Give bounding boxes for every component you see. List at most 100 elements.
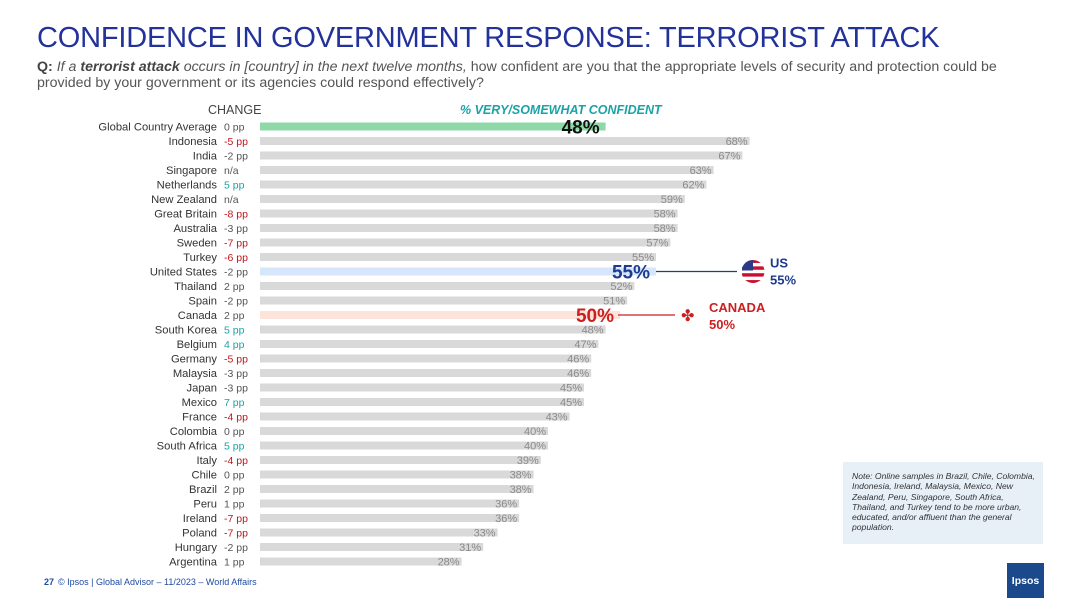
bar-23 [260, 456, 541, 464]
bar-17 [260, 369, 592, 377]
change-label: 5 pp [224, 180, 245, 192]
value-label: 38% [510, 484, 532, 496]
change-label: -4 pp [224, 412, 248, 424]
category-label: Ireland [183, 513, 217, 525]
value-label: 55% [632, 252, 654, 264]
maple-leaf-icon: ✤ [681, 306, 694, 325]
change-label: -2 pp [224, 542, 248, 554]
change-column-header: CHANGE [208, 103, 262, 117]
survey-question: Q: If a terrorist attack occurs in [coun… [37, 59, 1047, 91]
category-label: France [182, 412, 217, 424]
change-label: n/a [224, 194, 239, 206]
bar-28 [260, 528, 498, 537]
us-callout-label: US [770, 256, 788, 271]
value-label: 46% [567, 354, 589, 366]
category-label: Netherlands [157, 180, 218, 192]
category-label: Argentina [169, 557, 218, 569]
value-label: 36% [495, 499, 517, 511]
bar-11 [260, 282, 635, 290]
category-label: Peru [193, 499, 217, 511]
category-label: South Africa [157, 441, 218, 453]
category-label: South Korea [155, 325, 218, 337]
bar-6 [260, 209, 678, 218]
change-label: 7 pp [224, 397, 245, 409]
series-header: % VERY/SOMEWHAT CONFIDENT [460, 103, 662, 117]
change-label: -6 pp [224, 252, 248, 264]
bar-7 [260, 224, 678, 232]
value-label: 36% [495, 513, 517, 525]
bar-12 [260, 296, 628, 305]
value-label: 45% [560, 383, 582, 395]
bar-21 [260, 427, 548, 435]
value-label: 58% [654, 223, 676, 235]
category-label: Malaysia [173, 368, 218, 380]
change-label: -4 pp [224, 455, 248, 467]
change-label: 0 pp [224, 470, 245, 482]
change-label: n/a [224, 165, 239, 177]
change-label: 2 pp [224, 484, 245, 496]
value-label: 63% [690, 165, 712, 177]
change-label: -2 pp [224, 267, 248, 279]
category-label: Turkey [183, 252, 217, 264]
value-label: 40% [524, 441, 546, 453]
change-label: 4 pp [224, 339, 245, 351]
value-label: 58% [654, 209, 676, 221]
category-label: Thailand [174, 281, 217, 293]
category-label: Germany [171, 354, 217, 366]
value-label: 55% [612, 263, 650, 284]
question-part2: occurs in [country] in the next twelve m… [183, 59, 467, 75]
value-label: 50% [576, 306, 614, 327]
bar-13 [260, 311, 620, 319]
category-label: Singapore [166, 165, 217, 177]
change-label: 1 pp [224, 557, 245, 569]
category-label: Mexico [182, 397, 217, 409]
bar-30 [260, 557, 462, 566]
bar-14 [260, 325, 606, 334]
change-label: -7 pp [224, 513, 248, 525]
category-label: Canada [178, 310, 218, 322]
bar-25 [260, 485, 534, 493]
category-label: Colombia [170, 426, 218, 438]
bar-22 [260, 441, 548, 450]
change-label: -7 pp [224, 238, 248, 250]
value-label: 48% [562, 118, 600, 139]
value-label: 67% [718, 151, 740, 163]
change-label: 2 pp [224, 281, 245, 293]
canada-callout-label: CANADA [709, 300, 766, 315]
category-label: Sweden [177, 238, 217, 250]
bar-27 [260, 514, 520, 522]
change-label: 5 pp [224, 441, 245, 453]
change-label: -5 pp [224, 136, 248, 148]
us-flag-icon [742, 260, 765, 283]
value-label: 68% [726, 136, 748, 148]
bar-2 [260, 151, 743, 160]
category-label: Japan [187, 383, 217, 395]
value-label: 28% [438, 557, 460, 569]
change-label: -3 pp [224, 383, 248, 395]
footer-source: © Ipsos | Global Advisor – 11/2023 – Wor… [58, 577, 257, 587]
category-label: Poland [182, 528, 217, 540]
value-label: 48% [582, 325, 604, 337]
bar-4 [260, 180, 707, 189]
category-label: Australia [173, 223, 217, 235]
category-label: New Zealand [151, 194, 217, 206]
change-label: -2 pp [224, 296, 248, 308]
bar-10 [260, 267, 656, 276]
bar-24 [260, 470, 534, 479]
question-part1: If a [56, 59, 77, 75]
bar-5 [260, 195, 685, 203]
category-label: Spain [188, 296, 217, 308]
bar-18 [260, 383, 584, 392]
category-label: Brazil [189, 484, 217, 496]
bar-20 [260, 412, 570, 421]
value-label: 46% [567, 368, 589, 380]
bar-0 [260, 122, 606, 131]
methodology-note: Note: Online samples in Brazil, Chile, C… [843, 462, 1043, 544]
bar-8 [260, 238, 671, 247]
change-label: 2 pp [224, 310, 245, 322]
bar-3 [260, 166, 714, 174]
category-label: Italy [196, 455, 217, 467]
value-label: 33% [474, 528, 496, 540]
value-label: 47% [574, 339, 596, 351]
